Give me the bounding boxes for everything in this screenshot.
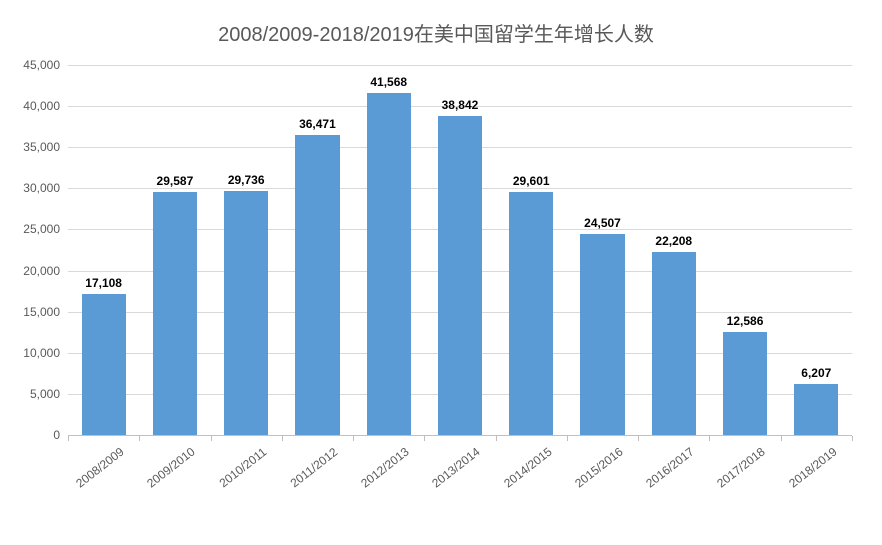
y-tick-label: 35,000: [23, 140, 60, 154]
x-tick-mark: [496, 436, 497, 441]
bar-slot: 24,507: [567, 65, 638, 435]
x-tick-label: 2009/2010: [133, 435, 210, 500]
x-tick-label: 2008/2009: [61, 435, 138, 500]
x-tick-label: 2011/2012: [275, 435, 352, 500]
bar-chart: 2008/2009-2018/2019在美中国留学生年增长人数 05,00010…: [0, 0, 882, 545]
bar-slot: 29,587: [139, 65, 210, 435]
y-tick-label: 15,000: [23, 305, 60, 319]
x-tick-mark: [282, 436, 283, 441]
bar-slot: 12,586: [709, 65, 780, 435]
x-tick-label: 2017/2018: [703, 435, 780, 500]
bar: [82, 294, 126, 435]
plot-area: 05,00010,00015,00020,00025,00030,00035,0…: [68, 65, 852, 435]
y-tick-label: 45,000: [23, 58, 60, 72]
bar-value-label: 6,207: [801, 366, 831, 380]
x-tick-mark: [709, 436, 710, 441]
x-tick-mark: [638, 436, 639, 441]
bar-slot: 38,842: [424, 65, 495, 435]
bar-value-label: 17,108: [85, 276, 122, 290]
x-tick-label: 2010/2011: [204, 435, 281, 500]
bar: [794, 384, 838, 435]
bar: [652, 252, 696, 435]
x-axis: 2008/20092009/20102010/20112011/20122012…: [68, 435, 852, 515]
x-tick-mark: [852, 436, 853, 441]
y-tick-label: 40,000: [23, 99, 60, 113]
bar-slot: 17,108: [68, 65, 139, 435]
x-tick-label: 2013/2014: [418, 435, 495, 500]
bar-value-label: 29,587: [157, 174, 194, 188]
bars-container: 17,108 29,587 29,736 36,471 41,568 38,842 29,6…: [68, 65, 852, 435]
bar-value-label: 22,208: [655, 234, 692, 248]
y-tick-label: 25,000: [23, 222, 60, 236]
bar-slot: 36,471: [282, 65, 353, 435]
x-tick-label: 2015/2016: [560, 435, 637, 500]
bar-value-label: 36,471: [299, 117, 336, 131]
y-tick-label: 10,000: [23, 346, 60, 360]
bar: [367, 93, 411, 435]
x-tick-label: 2014/2015: [489, 435, 566, 500]
bar: [509, 192, 553, 435]
bar-value-label: 12,586: [727, 314, 764, 328]
bar: [295, 135, 339, 435]
x-tick-mark: [211, 436, 212, 441]
x-tick-mark: [68, 436, 69, 441]
bar-value-label: 24,507: [584, 216, 621, 230]
y-tick-label: 5,000: [30, 387, 60, 401]
x-tick-label: 2016/2017: [631, 435, 708, 500]
y-tick-label: 20,000: [23, 264, 60, 278]
y-tick-label: 30,000: [23, 181, 60, 195]
bar-value-label: 29,736: [228, 173, 265, 187]
bar: [580, 234, 624, 436]
bar: [153, 192, 197, 435]
bar-slot: 29,736: [211, 65, 282, 435]
bar-slot: 29,601: [496, 65, 567, 435]
bar-slot: 6,207: [781, 65, 852, 435]
x-tick-mark: [781, 436, 782, 441]
x-tick-mark: [424, 436, 425, 441]
x-tick-mark: [567, 436, 568, 441]
x-tick-mark: [353, 436, 354, 441]
bar-slot: 41,568: [353, 65, 424, 435]
chart-title: 2008/2009-2018/2019在美中国留学生年增长人数: [10, 18, 862, 47]
bar: [723, 332, 767, 435]
bar-value-label: 29,601: [513, 174, 550, 188]
bar: [224, 191, 268, 435]
x-tick-label: 2018/2019: [774, 435, 851, 500]
bar-slot: 22,208: [638, 65, 709, 435]
x-tick-label: 2012/2013: [346, 435, 423, 500]
bar-value-label: 41,568: [370, 75, 407, 89]
bar-value-label: 38,842: [442, 98, 479, 112]
y-tick-label: 0: [53, 428, 60, 442]
x-tick-mark: [139, 436, 140, 441]
bar: [438, 116, 482, 435]
